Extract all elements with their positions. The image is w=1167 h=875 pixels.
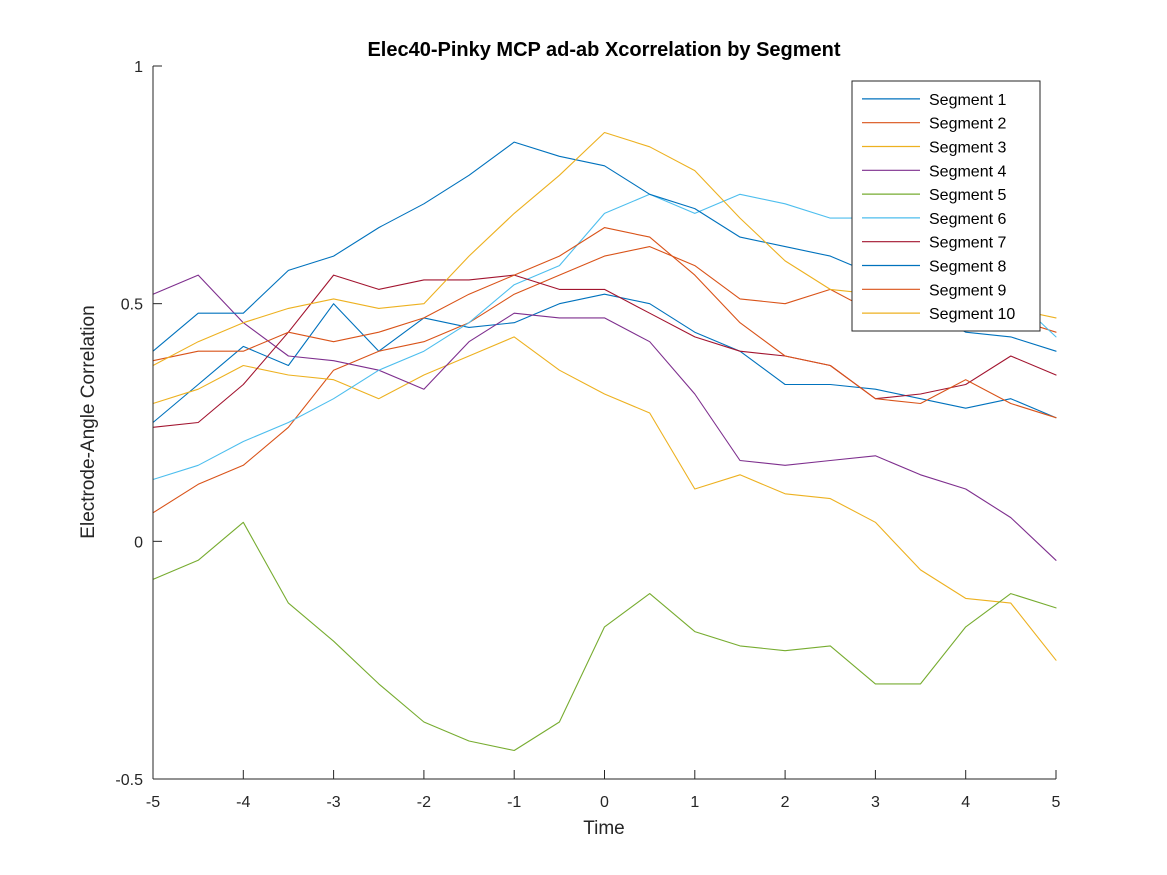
y-tick-label: -0.5 [115, 772, 143, 789]
x-tick-label: 5 [1052, 794, 1061, 811]
legend-entry-3: Segment 3 [929, 140, 1006, 157]
x-tick-label: 0 [600, 794, 609, 811]
legend-entry-10: Segment 10 [929, 306, 1015, 323]
legend-entry-8: Segment 8 [929, 259, 1006, 276]
x-tick-label: 4 [961, 794, 970, 811]
legend-entry-1: Segment 1 [929, 92, 1006, 109]
x-tick-label: 3 [871, 794, 880, 811]
legend: Segment 1 Segment 2 Segment 3 Segment 4 Segm… [851, 80, 1041, 332]
legend-entry-7: Segment 7 [929, 235, 1006, 252]
x-axis-label: Time [583, 818, 625, 839]
x-tick-label: -5 [146, 794, 160, 811]
y-tick-label: 0 [134, 534, 143, 551]
y-tick-label: 1 [134, 59, 143, 76]
series-line-7 [152, 274, 1057, 428]
y-tick-label: 0.5 [121, 297, 143, 314]
chart-title: Elec40-Pinky MCP ad-ab Xcorrelation by S… [367, 39, 840, 61]
legend-entry-5: Segment 5 [929, 187, 1006, 204]
legend-entry-2: Segment 2 [929, 116, 1006, 133]
legend-entry-4: Segment 4 [929, 163, 1006, 180]
legend-entry-9: Segment 9 [929, 282, 1006, 299]
x-tick-label: -4 [236, 794, 250, 811]
y-axis-label: Electrode-Angle Correlation [78, 305, 99, 538]
legend-entry-6: Segment 6 [929, 211, 1006, 228]
x-tick-label: -3 [326, 794, 340, 811]
series-line-3 [152, 336, 1057, 661]
x-tick-label: 1 [690, 794, 699, 811]
series-line-4 [152, 274, 1057, 561]
series-line-5 [152, 521, 1057, 752]
series-line-9 [152, 227, 1057, 419]
x-tick-label: -1 [507, 794, 521, 811]
axes-layer: -5 -4 -3 -2 -1 0 1 2 3 4 5 -0.5 0 0.5 1 [115, 59, 1060, 811]
x-tick-label: -2 [417, 794, 431, 811]
x-tick-label: 2 [781, 794, 790, 811]
